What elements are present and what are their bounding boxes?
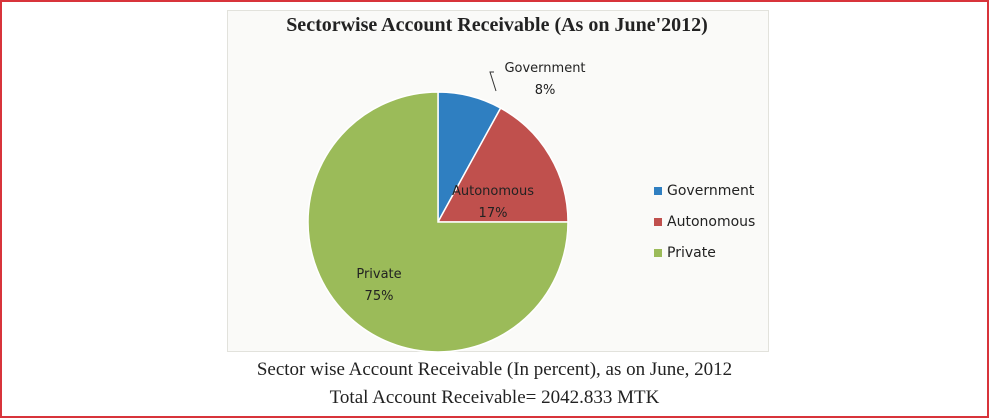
legend-item-government: Government	[654, 182, 755, 200]
legend-item-autonomous: Autonomous	[654, 213, 755, 231]
pie-slice-autonomous	[436, 107, 569, 223]
legend-swatch-government	[654, 187, 662, 195]
legend-label-autonomous: Autonomous	[667, 214, 756, 230]
pie-slice-private	[307, 91, 569, 353]
data-label-name-autonomous: Autonomous	[452, 184, 534, 199]
data-label-value-government: 8%	[535, 83, 556, 98]
data-label-name-government: Government	[504, 61, 585, 76]
legend-item-private: Private	[654, 244, 755, 262]
data-label-value-private: 75%	[365, 289, 394, 304]
legend-label-private: Private	[667, 245, 716, 261]
legend-label-government: Government	[667, 183, 755, 199]
chart-title: Sectorwise Account Receivable (As on Jun…	[286, 14, 708, 36]
data-label-name-private: Private	[356, 267, 401, 282]
legend-swatch-autonomous	[654, 218, 662, 226]
caption-line-1: Sector wise Account Receivable (In perce…	[256, 359, 733, 380]
data-label-value-autonomous: 17%	[479, 206, 508, 221]
chart-legend: Government Autonomous Private	[654, 182, 755, 275]
leader-line-government	[489, 71, 497, 92]
legend-swatch-private	[654, 249, 662, 257]
caption-line-2: Total Account Receivable= 2042.833 MTK	[329, 387, 660, 408]
